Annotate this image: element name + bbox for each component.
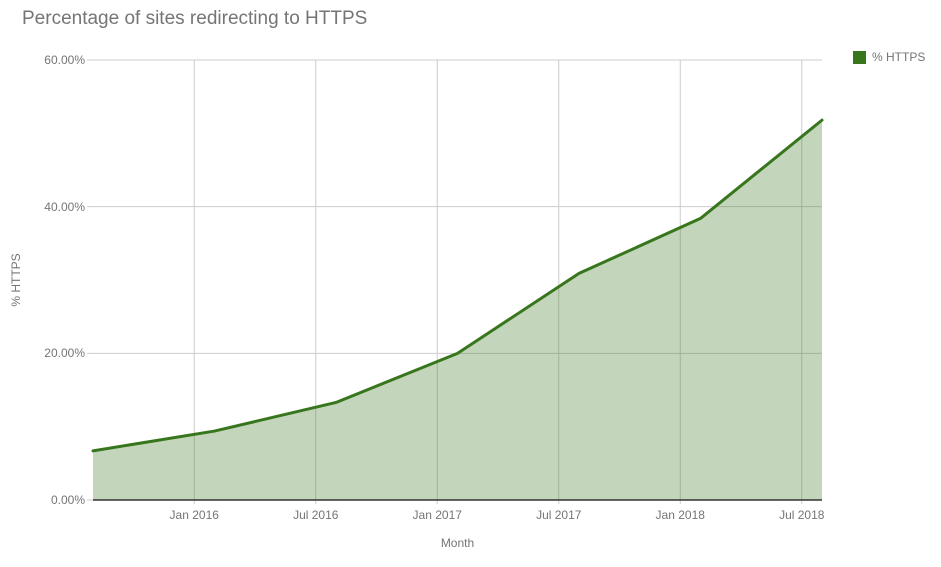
- x-tick-label: Jan 2018: [655, 508, 705, 522]
- series-line: [91, 118, 824, 453]
- y-tick-label: 20.00%: [44, 346, 85, 361]
- x-tick-label: Jul 2017: [536, 508, 582, 522]
- x-tick-label: Jan 2016: [169, 508, 219, 522]
- y-axis-title: % HTTPS: [9, 253, 23, 307]
- x-tick-label: Jul 2018: [779, 508, 825, 522]
- chart-title: Percentage of sites redirecting to HTTPS: [22, 8, 368, 29]
- legend-label: % HTTPS: [872, 50, 926, 64]
- legend-swatch-icon: [853, 51, 866, 64]
- x-axis-title: Month: [440, 536, 475, 550]
- y-tick-label: 0.00%: [50, 493, 85, 507]
- series-area: [93, 120, 822, 500]
- x-tick-label: Jan 2017: [412, 508, 462, 522]
- x-tick-label: Jul 2016: [293, 508, 339, 522]
- y-tick-label: 40.00%: [44, 199, 85, 214]
- y-tick-label: 60.00%: [44, 53, 85, 67]
- legend: % HTTPS: [853, 51, 925, 64]
